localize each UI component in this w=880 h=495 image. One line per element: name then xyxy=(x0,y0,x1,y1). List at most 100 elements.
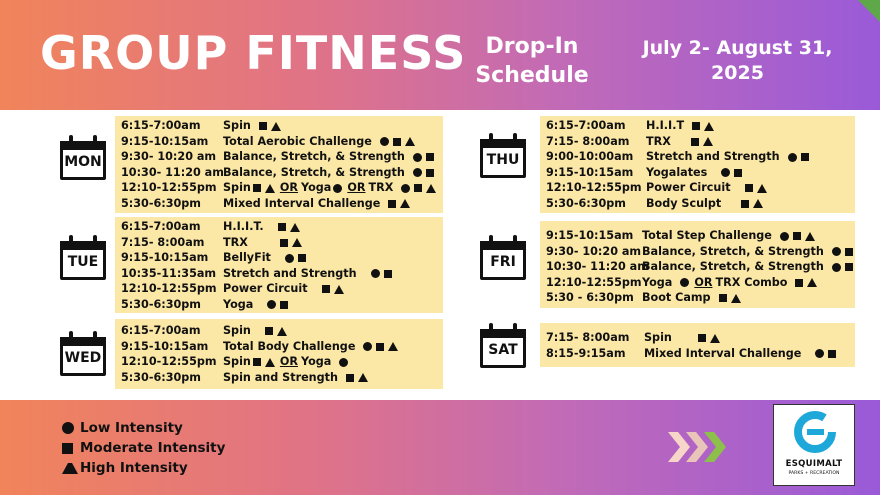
high-intensity-icon xyxy=(804,231,815,241)
low-intensity-icon xyxy=(412,168,422,177)
moderate-intensity-icon xyxy=(844,247,853,256)
moderate-intensity-icon xyxy=(280,300,289,309)
high-intensity-icon xyxy=(333,284,344,294)
high-intensity-icon xyxy=(404,137,415,146)
moderate-intensity-icon xyxy=(425,153,434,161)
high-intensity-icon xyxy=(264,183,275,193)
moderate-intensity-icon xyxy=(321,285,330,293)
high-intensity-icon xyxy=(756,183,767,193)
moderate-intensity-icon xyxy=(252,358,261,366)
moderate-intensity-icon xyxy=(414,184,423,192)
calendar-icon-wed: WED xyxy=(57,330,109,378)
calendar-icon-thu: THU xyxy=(477,132,529,180)
low-intensity-icon xyxy=(721,168,731,177)
moderate-intensity-icon xyxy=(718,294,727,302)
date-range: July 2- August 31, 2025 xyxy=(642,37,833,84)
chevron-arrows-icon xyxy=(668,432,726,462)
moderate-intensity-icon xyxy=(392,137,401,146)
high-intensity-icon xyxy=(357,373,368,382)
high-intensity-icon xyxy=(62,462,78,474)
low-intensity-icon xyxy=(379,137,389,146)
schedule-panel-thu: 6:15-7:00am H.I.I.T 7:15- 8:00am TRX 9:0… xyxy=(540,116,855,213)
legend-moderate: Moderate Intensity xyxy=(60,438,225,458)
high-intensity-icon xyxy=(270,121,281,131)
moderate-intensity-icon xyxy=(692,122,701,130)
moderate-intensity-icon xyxy=(297,254,306,262)
high-intensity-icon xyxy=(276,326,287,336)
calendar-icon-sat: SAT xyxy=(477,322,529,370)
low-intensity-icon xyxy=(370,269,380,278)
moderate-intensity-icon xyxy=(792,232,801,240)
moderate-intensity-icon xyxy=(252,184,261,192)
header-banner xyxy=(0,0,880,110)
moderate-intensity-icon xyxy=(264,327,273,335)
day-label-mon: MON xyxy=(64,154,102,170)
low-intensity-icon xyxy=(401,183,411,193)
schedule-panel-mon: 6:15-7:00am Spin 9:15-10:15am Total Aero… xyxy=(115,116,443,213)
moderate-intensity-icon xyxy=(800,153,809,161)
high-intensity-icon xyxy=(753,199,764,208)
moderate-intensity-icon xyxy=(279,238,288,247)
esquimalt-logo: ESQUIMALT PARKS + RECREATION xyxy=(773,404,855,486)
day-label-wed: WED xyxy=(64,350,102,366)
legend-high: High Intensity xyxy=(60,458,225,478)
esquimalt-e-logo-icon xyxy=(794,411,836,453)
moderate-intensity-icon xyxy=(383,269,392,278)
schedule-panel-sat: 7:15- 8:00am Spin 8:15-9:15am Mixed Inte… xyxy=(540,323,855,367)
high-intensity-icon xyxy=(709,333,720,343)
low-intensity-icon xyxy=(62,422,74,434)
high-intensity-icon xyxy=(426,183,437,193)
low-intensity-icon xyxy=(680,278,690,287)
calendar-icon-fri: FRI xyxy=(477,234,529,282)
low-intensity-icon xyxy=(779,231,789,241)
high-intensity-icon xyxy=(291,238,302,247)
moderate-intensity-icon xyxy=(277,223,286,231)
page-title: GROUP FITNESS xyxy=(40,26,467,80)
schedule-panel-wed: 6:15-7:00am Spin 9:15-10:15am Total Body… xyxy=(115,319,443,389)
moderate-intensity-icon xyxy=(734,168,743,177)
intensity-legend: Low Intensity Moderate Intensity High In… xyxy=(60,418,225,478)
low-intensity-icon xyxy=(412,152,422,162)
moderate-intensity-icon xyxy=(388,199,397,208)
moderate-intensity-icon xyxy=(741,199,750,208)
moderate-intensity-icon xyxy=(744,184,753,192)
schedule-panel-fri: 9:15-10:15am Total Step Challenge 9:30- … xyxy=(540,221,855,308)
high-intensity-icon xyxy=(702,137,713,146)
high-intensity-icon xyxy=(730,293,741,303)
footer-banner xyxy=(0,400,880,495)
moderate-intensity-icon xyxy=(258,122,267,130)
high-intensity-icon xyxy=(388,342,399,351)
calendar-icon-tue: TUE xyxy=(57,234,109,282)
day-label-sat: SAT xyxy=(488,342,518,358)
low-intensity-icon xyxy=(267,300,277,309)
schedule-panel-tue: 6:15-7:00am H.I.I.T. 7:15- 8:00am TRX 9:… xyxy=(115,217,443,313)
schedule-subtitle: Drop-In Schedule xyxy=(475,34,589,88)
moderate-intensity-icon xyxy=(795,278,804,287)
day-label-tue: TUE xyxy=(67,254,99,270)
low-intensity-icon xyxy=(815,349,825,358)
calendar-icon-mon: MON xyxy=(57,134,109,182)
day-label-fri: FRI xyxy=(490,254,516,270)
moderate-intensity-icon xyxy=(828,349,837,358)
low-intensity-icon xyxy=(787,152,797,162)
moderate-intensity-icon xyxy=(844,263,853,271)
moderate-intensity-icon xyxy=(62,442,73,454)
moderate-intensity-icon xyxy=(697,334,706,342)
low-intensity-icon xyxy=(339,357,349,367)
high-intensity-icon xyxy=(264,357,275,367)
moderate-intensity-icon xyxy=(425,168,434,177)
low-intensity-icon xyxy=(831,262,841,272)
high-intensity-icon xyxy=(289,222,300,232)
day-label-thu: THU xyxy=(486,152,520,168)
corner-accent xyxy=(858,0,880,22)
legend-low: Low Intensity xyxy=(60,418,225,438)
moderate-intensity-icon xyxy=(345,373,354,382)
low-intensity-icon xyxy=(333,183,343,193)
high-intensity-icon xyxy=(807,278,818,287)
low-intensity-icon xyxy=(284,253,294,263)
moderate-intensity-icon xyxy=(376,342,385,351)
high-intensity-icon xyxy=(400,199,411,208)
moderate-intensity-icon xyxy=(690,137,699,146)
low-intensity-icon xyxy=(363,342,373,351)
high-intensity-icon xyxy=(704,121,715,131)
